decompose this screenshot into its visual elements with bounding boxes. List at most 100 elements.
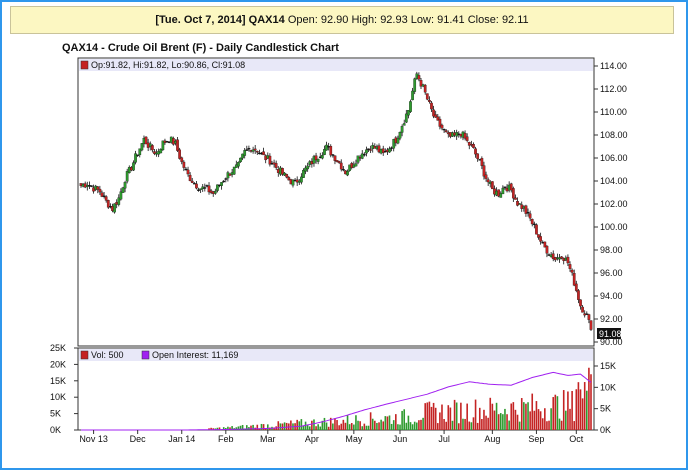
candle-body xyxy=(117,197,121,205)
volume-bar xyxy=(266,424,269,430)
volume-bar xyxy=(304,421,307,430)
volume-bar xyxy=(283,422,286,430)
volume-bar xyxy=(462,418,464,430)
candle-body xyxy=(356,155,360,163)
volume-bar xyxy=(340,423,343,430)
candle-body xyxy=(306,165,310,170)
candle-body xyxy=(589,320,593,330)
volume-bar xyxy=(252,424,254,430)
ohlc-legend-swatch xyxy=(80,60,89,70)
candle-body xyxy=(148,143,152,147)
close-value: 92.11 xyxy=(501,14,529,26)
volume-bar xyxy=(258,428,261,430)
volume-bar xyxy=(577,382,580,430)
candle-body xyxy=(434,114,438,118)
oi-tick-label-right: 10K xyxy=(600,382,616,392)
candle-body xyxy=(100,192,104,197)
candle-body xyxy=(96,186,100,190)
candle-body xyxy=(287,177,291,181)
volume-bar xyxy=(250,425,252,430)
candle-body xyxy=(300,176,303,183)
volume-bar xyxy=(520,398,523,430)
candle-body xyxy=(251,149,255,152)
volume-bar xyxy=(426,402,429,430)
candle-body xyxy=(465,136,469,141)
candle-body xyxy=(407,110,410,116)
volume-bar xyxy=(590,374,592,430)
volume-bar xyxy=(357,420,359,430)
volume-bar xyxy=(464,418,466,430)
volume-bar xyxy=(436,423,439,430)
volume-bar xyxy=(386,416,389,430)
candle-body xyxy=(207,185,211,193)
volume-bar xyxy=(353,424,355,430)
candle-body xyxy=(518,203,521,205)
price-tick-label: 102.00 xyxy=(600,199,628,209)
candle-body xyxy=(281,168,284,175)
candle-body xyxy=(444,130,448,133)
candle-body xyxy=(432,109,435,117)
volume-bar xyxy=(441,404,443,430)
volume-tick-label-left: 25K xyxy=(50,343,66,353)
candle-body xyxy=(153,151,156,154)
volume-bar xyxy=(363,423,366,430)
volume-bar xyxy=(241,424,244,430)
volume-bar xyxy=(374,420,376,430)
volume-bar xyxy=(523,402,525,430)
x-tick-label: Sep xyxy=(528,434,544,444)
candle-body xyxy=(180,157,184,162)
candle-body xyxy=(274,163,278,168)
candle-body xyxy=(354,163,358,167)
candle-body xyxy=(480,158,484,166)
candle-body xyxy=(560,256,563,259)
volume-bar xyxy=(567,391,569,430)
volume-bar xyxy=(407,415,410,430)
volume-bar xyxy=(548,420,550,430)
volume-tick-label-left: 20K xyxy=(50,359,66,369)
candle-body xyxy=(499,193,503,198)
volume-bar xyxy=(453,399,456,430)
candle-body xyxy=(151,145,154,151)
candle-body xyxy=(430,102,433,110)
candle-body xyxy=(511,188,515,199)
candle-body xyxy=(195,183,198,189)
candle-body xyxy=(333,155,337,161)
volume-bar xyxy=(329,417,332,430)
volume-bar xyxy=(430,406,433,430)
volume-bar xyxy=(279,423,282,430)
volume-bar xyxy=(218,427,221,430)
volume-bar xyxy=(504,408,506,430)
candle-body xyxy=(467,142,471,146)
candle-body xyxy=(140,143,144,151)
price-tick-label: 104.00 xyxy=(600,176,628,186)
volume-bar xyxy=(222,427,225,430)
volume-bar xyxy=(298,421,301,430)
candle-body xyxy=(346,170,349,176)
volume-bar xyxy=(445,421,447,430)
volume-bar xyxy=(355,415,357,430)
volume-bar xyxy=(518,421,521,430)
volume-bar xyxy=(420,419,422,430)
volume-bar xyxy=(313,419,315,430)
candle-body xyxy=(532,223,536,226)
volume-bar xyxy=(395,414,397,430)
volume-bar xyxy=(311,420,313,430)
volume-bar xyxy=(554,394,557,430)
candle-body xyxy=(362,154,366,156)
volume-bar xyxy=(573,421,576,430)
volume-bar xyxy=(579,389,582,430)
price-tick-label: 90.00 xyxy=(600,337,623,347)
volume-legend-swatch xyxy=(80,350,89,360)
candle-body xyxy=(425,93,429,100)
candle-body xyxy=(436,116,440,121)
volume-bar xyxy=(264,428,267,430)
volume-bar xyxy=(558,418,561,430)
candle-body xyxy=(222,180,226,183)
x-tick-label: Oct xyxy=(569,434,584,444)
volume-bar xyxy=(262,424,265,430)
candle-body xyxy=(255,151,259,153)
candle-body xyxy=(369,149,372,151)
volume-bar xyxy=(376,422,378,430)
volume-bar xyxy=(405,422,408,430)
x-tick-label: Jun xyxy=(393,434,408,444)
